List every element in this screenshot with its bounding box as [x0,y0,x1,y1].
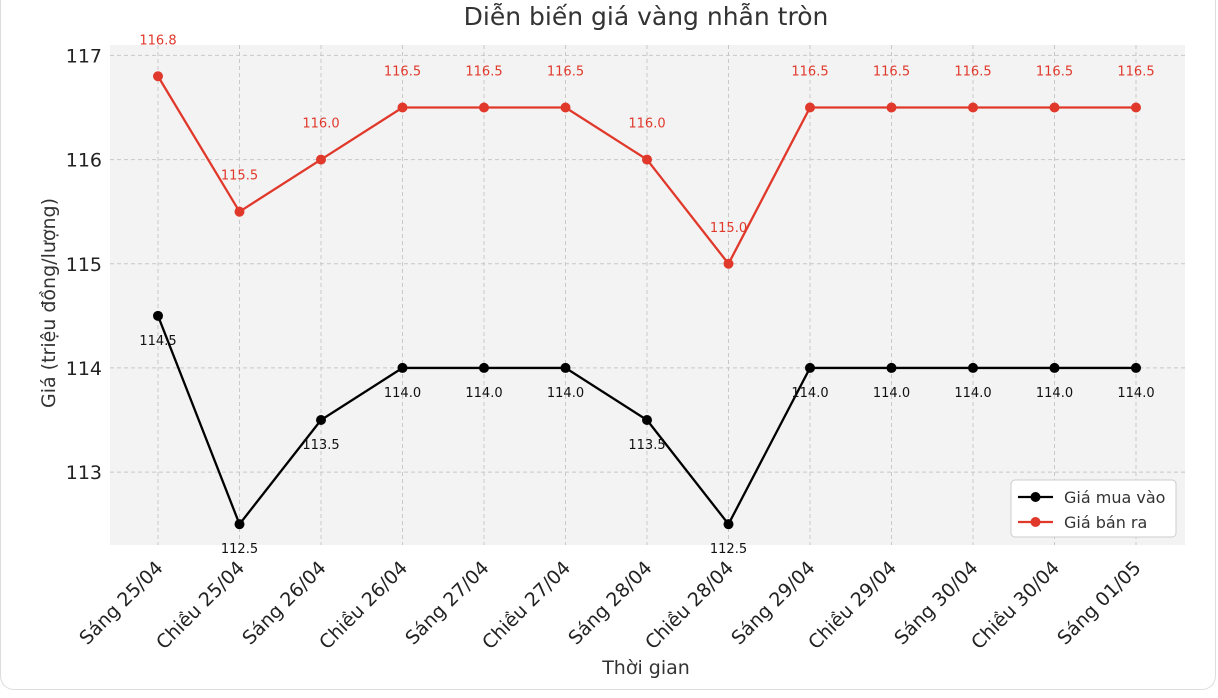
data-point [153,71,163,82]
y-tick-label: 115 [66,254,102,276]
data-point [1049,102,1060,113]
data-point [805,362,815,373]
data-label: 114.0 [954,386,991,401]
data-label: 116.5 [1036,65,1073,80]
data-label: 115.0 [710,221,747,236]
data-label: 112.5 [710,542,747,557]
data-label: 114.0 [1117,386,1154,401]
data-label: 114.5 [139,334,176,349]
data-point [479,362,489,373]
x-axis-title: Thời gian [601,657,690,679]
legend: Giá mua vào Giá bán ra [1010,479,1177,538]
legend-marker-buy [1030,492,1041,502]
y-tick-label: 114 [66,358,102,380]
y-tick-label: 117 [66,45,102,67]
chart-title: Diễn biến giá vàng nhẫn tròn [464,2,829,31]
x-tick-label: Chiều 29/04 [804,557,901,654]
data-label: 115.5 [221,169,258,184]
data-point [1131,102,1141,113]
data-label: 116.5 [384,65,421,80]
data-point [968,362,978,373]
data-point [642,154,652,165]
data-label: 113.5 [302,438,339,453]
data-point [723,258,734,269]
data-point [805,102,815,113]
data-point [397,102,408,113]
data-label: 116.0 [628,117,665,132]
data-point [560,102,571,113]
data-label: 116.5 [547,65,584,80]
x-tick-label: Chiều 27/04 [478,557,575,654]
data-label: 114.0 [384,386,421,401]
data-label: 116.5 [1117,65,1154,80]
data-point [642,415,652,425]
y-axis-title: Giá (triệu đồng/lượng) [38,198,60,408]
data-label: 114.0 [465,386,502,401]
data-label: 116.5 [873,65,910,80]
data-label: 116.8 [139,33,176,48]
x-tick-label: Chiều 28/04 [641,557,738,654]
data-point [397,362,408,373]
grid-lines [110,45,1185,545]
data-label: 114.0 [873,386,910,401]
legend-label-buy: Giá mua vào [1064,488,1165,507]
data-point [479,102,489,113]
data-label: 114.0 [791,386,828,401]
y-tick-label: 113 [66,462,102,484]
y-tick-label: 116 [66,150,102,172]
y-axis-ticks: 113 114 115 116 117 [66,45,102,484]
x-tick-label: Sáng 01/05 [1053,557,1145,649]
data-point [234,206,245,217]
data-point [886,362,897,373]
data-label: 116.5 [465,65,502,80]
legend-marker-sell [1030,517,1041,527]
data-point [234,519,245,530]
data-labels: 114.5 112.5 113.5 114.0 114.0 114.0 113.5 112.5… [139,33,1154,557]
data-point [1049,362,1060,373]
data-label: 113.5 [628,438,665,453]
data-point [316,154,326,165]
data-point [886,102,897,113]
data-point [560,362,571,373]
data-label: 116.0 [302,117,339,132]
data-label: 114.0 [547,386,584,401]
data-point [153,310,163,321]
series-layer [153,71,1141,530]
data-label: 112.5 [221,542,258,557]
data-label: 114.0 [1036,386,1073,401]
data-point [723,519,734,530]
data-point [316,415,326,425]
data-label: 116.5 [954,65,991,80]
x-tick-label: Chiều 30/04 [967,557,1064,654]
data-point [1131,362,1141,373]
x-tick-label: Chiều 26/04 [315,557,412,654]
x-tick-label: Chiều 25/04 [152,557,249,654]
legend-label-sell: Giá bán ra [1064,513,1147,532]
data-point [968,102,978,113]
data-label: 116.5 [791,65,828,80]
